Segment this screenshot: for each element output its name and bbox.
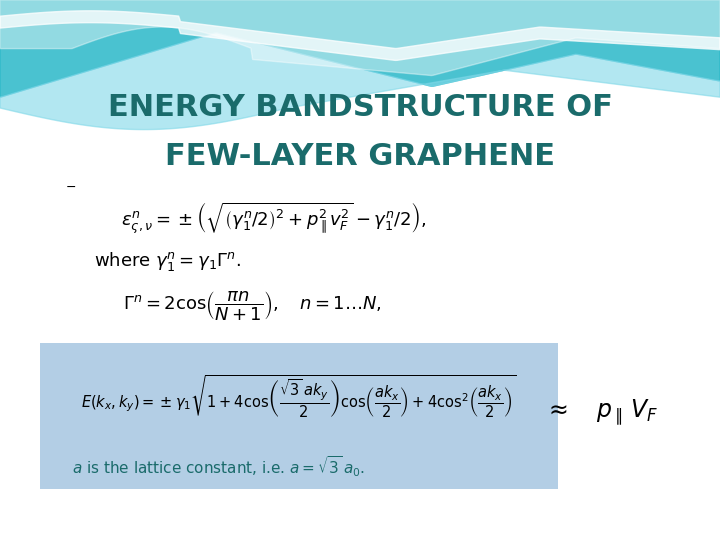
Text: $\approx \quad p_{\parallel}\,V_F$: $\approx \quad p_{\parallel}\,V_F$ [544,398,658,428]
Text: $E(k_x,k_y) = \pm\gamma_1\sqrt{1 + 4\cos\!\left(\dfrac{\sqrt{3}\,ak_y}{2}\right): $E(k_x,k_y) = \pm\gamma_1\sqrt{1 + 4\cos… [81,374,516,420]
Text: ENERGY BANDSTRUCTURE OF: ENERGY BANDSTRUCTURE OF [107,93,613,123]
Text: $-$: $-$ [65,180,76,193]
FancyBboxPatch shape [40,343,558,489]
Text: FEW-LAYER GRAPHENE: FEW-LAYER GRAPHENE [165,142,555,171]
Text: $a$ is the lattice constant, i.e. $a = \sqrt{3}\,a_0.$: $a$ is the lattice constant, i.e. $a = \… [72,455,365,480]
Text: $\varepsilon^n_{\varsigma,\nu} = \pm\left(\sqrt{\left(\gamma_1^n/2\right)^2 + p_: $\varepsilon^n_{\varsigma,\nu} = \pm\lef… [121,201,426,237]
Text: $\Gamma^n = 2\cos\!\left(\dfrac{\pi n}{N+1}\right),\quad n = 1\ldots N,$: $\Gamma^n = 2\cos\!\left(\dfrac{\pi n}{N… [122,288,382,322]
Text: where $\gamma_1^n = \gamma_1\Gamma^n.$: where $\gamma_1^n = \gamma_1\Gamma^n.$ [94,251,240,273]
